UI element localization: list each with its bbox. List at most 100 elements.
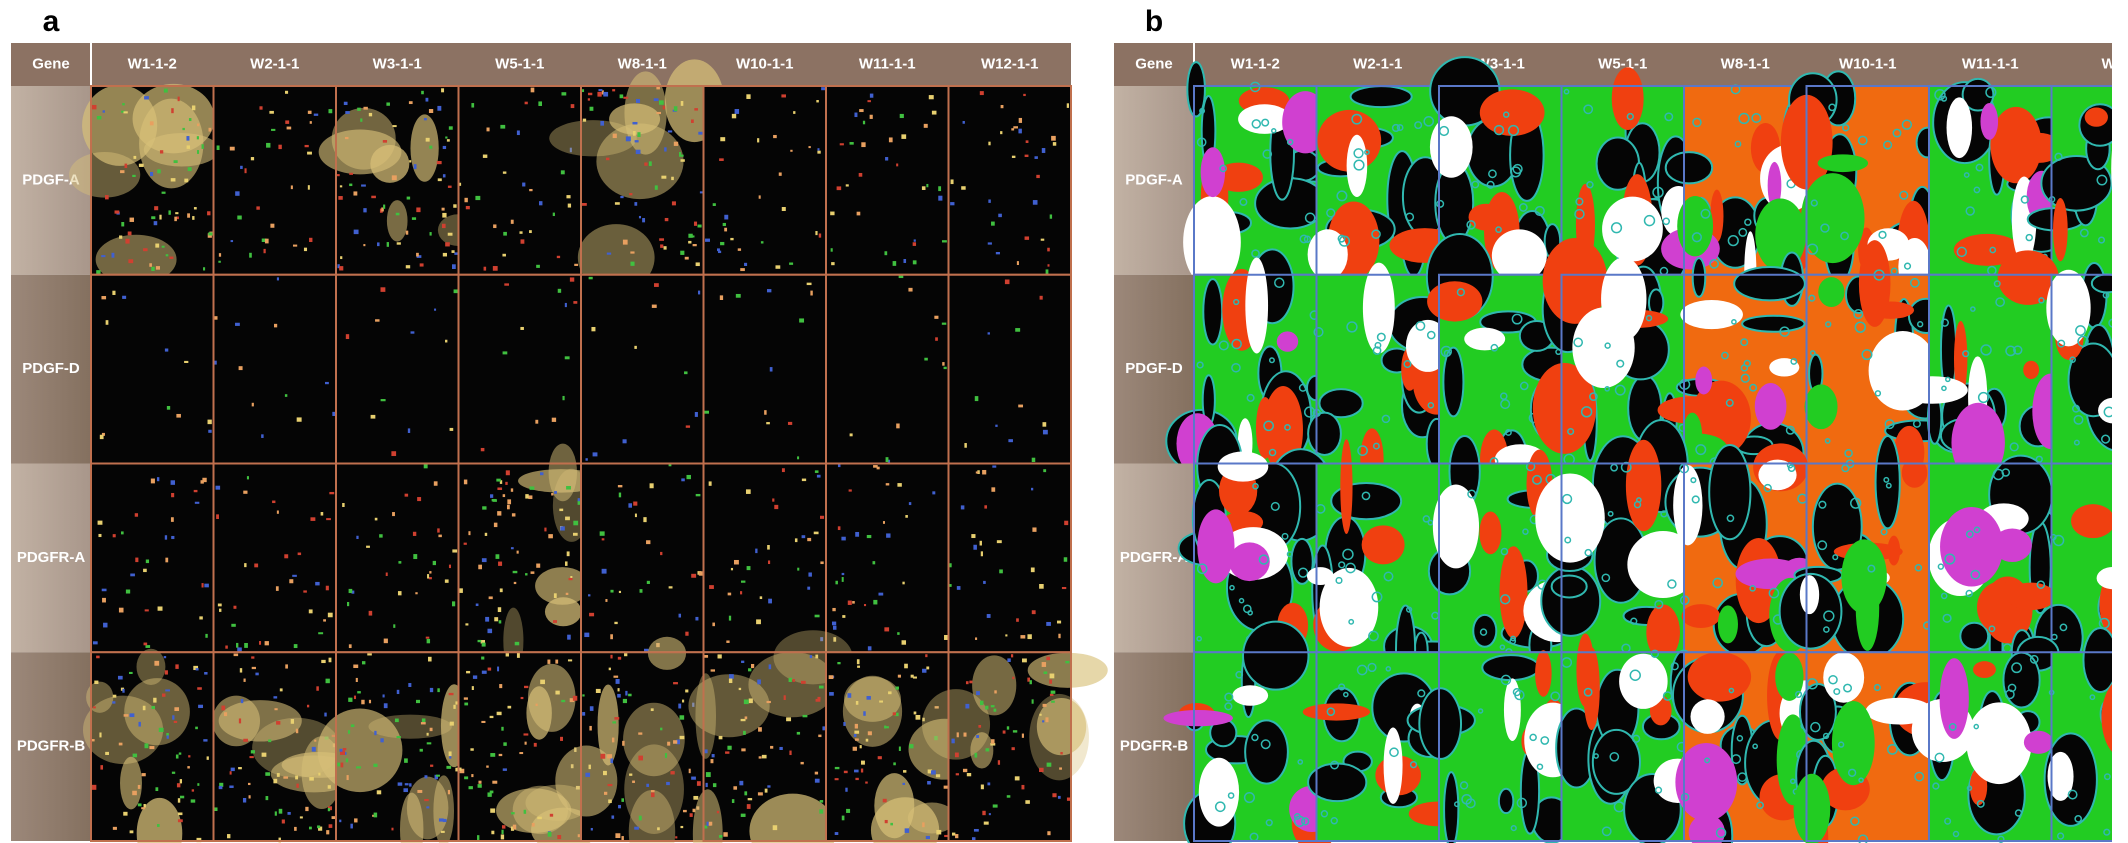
signal-dot [773, 825, 778, 830]
signal-dot [975, 396, 979, 401]
signal-dot [841, 537, 845, 541]
segment-ring [2117, 129, 2124, 136]
segment-blob [1535, 473, 1605, 562]
signal-dot [623, 240, 628, 245]
signal-dot [619, 493, 621, 498]
signal-dot [501, 830, 503, 834]
signal-dot [835, 581, 837, 585]
signal-dot [186, 136, 189, 141]
signal-dot [608, 799, 612, 803]
signal-dot [165, 558, 168, 563]
signal-dot [1043, 430, 1048, 435]
signal-dot [424, 464, 428, 468]
signal-dot [309, 238, 312, 242]
signal-dot [441, 831, 445, 833]
signal-dot [144, 804, 146, 808]
signal-dot [265, 772, 270, 776]
signal-dot [339, 820, 341, 823]
signal-dot [562, 396, 564, 400]
signal-dot [262, 753, 267, 757]
signal-patch [549, 120, 637, 156]
signal-dot [619, 591, 621, 593]
signal-dot [756, 619, 761, 624]
signal-dot [927, 781, 931, 784]
signal-dot [291, 719, 294, 724]
signal-dot [1008, 439, 1013, 442]
image-bg [581, 464, 704, 653]
signal-dot [503, 171, 507, 173]
signal-dot [731, 568, 733, 570]
image-cell [319, 86, 479, 275]
signal-dot [961, 505, 965, 509]
signal-dot [375, 518, 378, 521]
segment-blob [1695, 366, 1712, 394]
signal-dot [448, 186, 452, 188]
signal-dot [1033, 200, 1038, 205]
signal-dot [366, 546, 370, 548]
signal-dot [998, 760, 1000, 765]
signal-dot [122, 296, 126, 299]
signal-dot [133, 754, 137, 758]
signal-dot [1047, 831, 1050, 835]
signal-dot [115, 210, 120, 213]
signal-dot [478, 784, 482, 788]
signal-dot [1027, 634, 1031, 639]
signal-dot [980, 701, 984, 705]
signal-dot [991, 739, 995, 744]
signal-dot [321, 512, 324, 516]
signal-dot [854, 731, 859, 734]
signal-dot [767, 289, 771, 292]
signal-dot [411, 331, 415, 333]
signal-dot [384, 639, 388, 644]
signal-dot [224, 712, 227, 716]
signal-dot [202, 583, 204, 587]
signal-dot [138, 722, 140, 727]
signal-dot [620, 94, 624, 98]
signal-dot [985, 706, 988, 710]
signal-dot [683, 810, 687, 812]
signal-dot [270, 224, 274, 228]
signal-dot [493, 266, 498, 271]
signal-dot [820, 561, 823, 564]
signal-dot [942, 323, 946, 325]
image-cell [318, 652, 468, 843]
image-cell [949, 86, 1072, 275]
signal-dot [782, 207, 786, 211]
segment-blob [1419, 688, 1461, 759]
signal-dot [573, 696, 577, 701]
signal-patch [748, 652, 836, 717]
signal-dot [747, 566, 751, 570]
signal-dot [759, 195, 761, 198]
signal-dot [639, 816, 642, 821]
signal-dot [165, 670, 168, 674]
signal-dot [633, 502, 637, 506]
signal-dot [314, 114, 318, 116]
signal-dot [128, 231, 132, 235]
signal-dot [614, 622, 617, 624]
signal-dot [846, 809, 850, 813]
signal-dot [765, 789, 768, 793]
signal-dot [240, 668, 242, 672]
signal-dot [586, 458, 588, 460]
signal-dot [143, 706, 146, 710]
signal-dot [616, 679, 620, 684]
signal-dot [538, 101, 542, 106]
signal-dot [348, 730, 350, 734]
signal-dot [408, 683, 411, 687]
signal-dot [268, 739, 271, 742]
signal-dot [978, 725, 981, 728]
signal-dot [490, 716, 494, 718]
signal-dot [120, 170, 124, 173]
signal-dot [473, 675, 477, 678]
image-cell [922, 652, 1108, 841]
signal-dot [744, 699, 749, 704]
signal-dot [424, 775, 427, 778]
signal-dot [241, 699, 243, 703]
signal-dot [524, 733, 529, 735]
signal-dot [657, 827, 660, 830]
image-cell [581, 275, 704, 464]
signal-dot [889, 137, 893, 142]
signal-dot [383, 694, 385, 697]
signal-dot [307, 152, 312, 155]
signal-dot [570, 277, 574, 281]
